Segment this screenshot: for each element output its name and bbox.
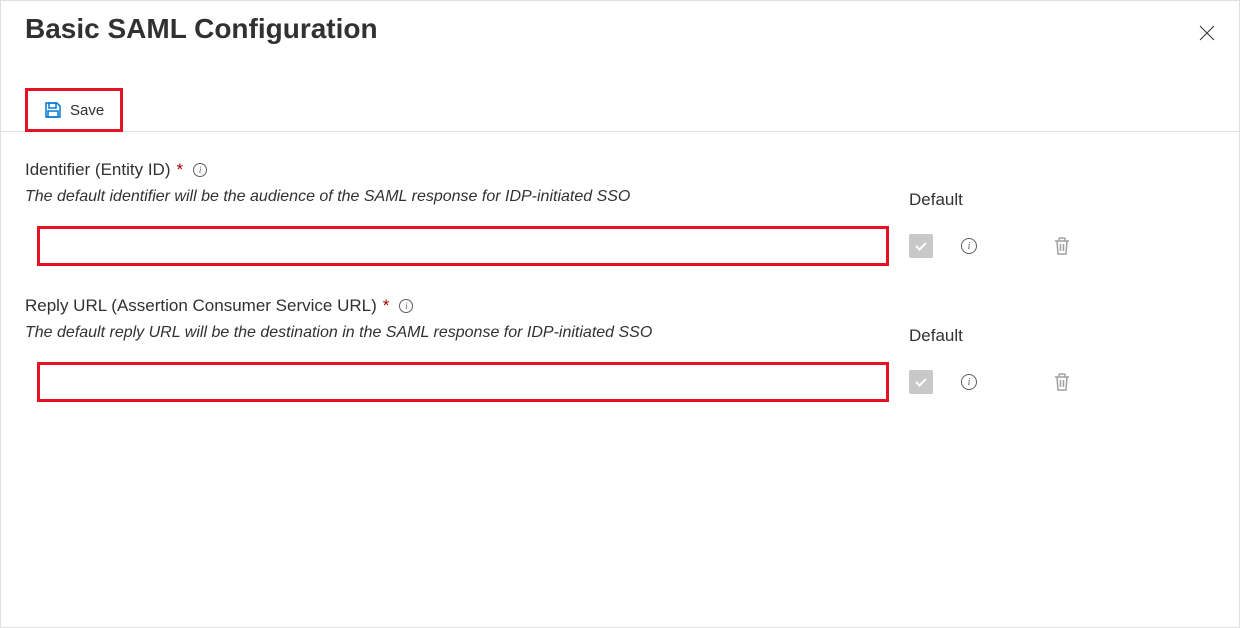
identifier-section: Identifier (Entity ID) * i The default i… [1,132,1239,266]
identifier-input[interactable] [37,226,889,266]
required-indicator: * [177,160,184,180]
reply-url-input[interactable] [37,362,889,402]
default-checkbox [909,234,933,258]
info-icon[interactable]: i [193,163,207,177]
checkmark-icon [914,375,928,389]
default-column-header: Default [909,190,963,210]
info-icon[interactable]: i [961,374,977,390]
reply-url-description: The default reply URL will be the destin… [25,324,1215,342]
required-indicator: * [383,296,390,316]
save-button-label: Save [70,102,104,119]
checkmark-icon [914,239,928,253]
identifier-label: Identifier (Entity ID) [25,160,171,180]
info-icon[interactable]: i [399,299,413,313]
close-button[interactable] [1191,17,1223,52]
page-title: Basic SAML Configuration [25,13,378,45]
save-icon [44,101,62,119]
identifier-description: The default identifier will be the audie… [25,188,1215,206]
reply-url-label: Reply URL (Assertion Consumer Service UR… [25,296,377,316]
save-button[interactable]: Save [25,88,123,132]
info-icon[interactable]: i [961,238,977,254]
delete-icon[interactable] [1053,236,1071,256]
default-checkbox [909,370,933,394]
delete-icon[interactable] [1053,372,1071,392]
reply-url-section: Reply URL (Assertion Consumer Service UR… [1,286,1239,402]
close-icon [1199,25,1215,41]
default-column-header: Default [909,326,963,346]
